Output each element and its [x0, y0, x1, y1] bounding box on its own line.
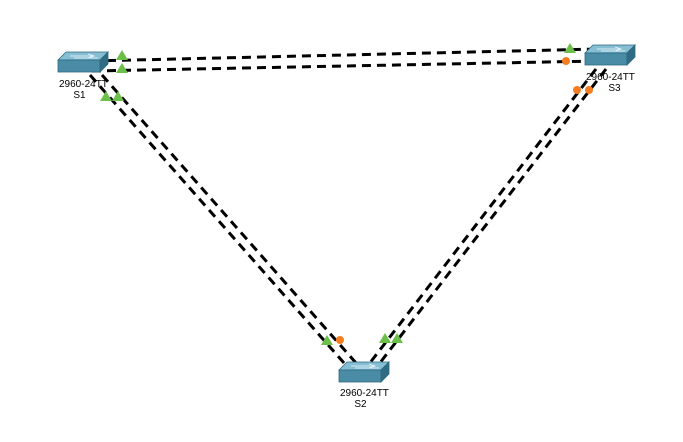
- switch-s1[interactable]: [57, 51, 109, 73]
- blocking-port-dot-icon: [336, 336, 344, 344]
- link-up-triangle-icon: [116, 63, 128, 73]
- device-label-s1: 2960-24TT S1: [59, 79, 108, 101]
- blocking-port-dot-icon: [573, 86, 581, 94]
- link-s1-s3[interactable]: [91, 47, 599, 73]
- device-name: S2: [354, 399, 367, 410]
- switch-s3[interactable]: [584, 44, 636, 66]
- blocking-port-dot-icon: [562, 57, 570, 65]
- switch-icon: [584, 44, 636, 66]
- link-up-triangle-icon: [391, 333, 403, 343]
- link-up-triangle-icon: [321, 335, 333, 345]
- device-model: 2960-24TT: [586, 72, 635, 83]
- device-name: S3: [608, 83, 621, 94]
- link-up-triangle-icon: [100, 91, 112, 101]
- blocking-port-dot-icon: [585, 86, 593, 94]
- link-up-triangle-icon: [379, 333, 391, 343]
- link-s1-s2[interactable]: [88, 74, 366, 373]
- link-up-triangle-icon: [112, 91, 124, 101]
- switch-s2[interactable]: [338, 361, 390, 383]
- link-s3-s2[interactable]: [364, 68, 608, 369]
- switch-icon: [57, 51, 109, 73]
- device-label-s3: 2960-24TT S3: [586, 72, 635, 94]
- device-model: 2960-24TT: [340, 388, 389, 399]
- device-name: S1: [73, 90, 86, 101]
- device-model: 2960-24TT: [59, 79, 108, 90]
- link-up-triangle-icon: [564, 43, 576, 53]
- device-label-s2: 2960-24TT S2: [340, 388, 389, 410]
- link-up-triangle-icon: [116, 50, 128, 60]
- switch-icon: [338, 361, 390, 383]
